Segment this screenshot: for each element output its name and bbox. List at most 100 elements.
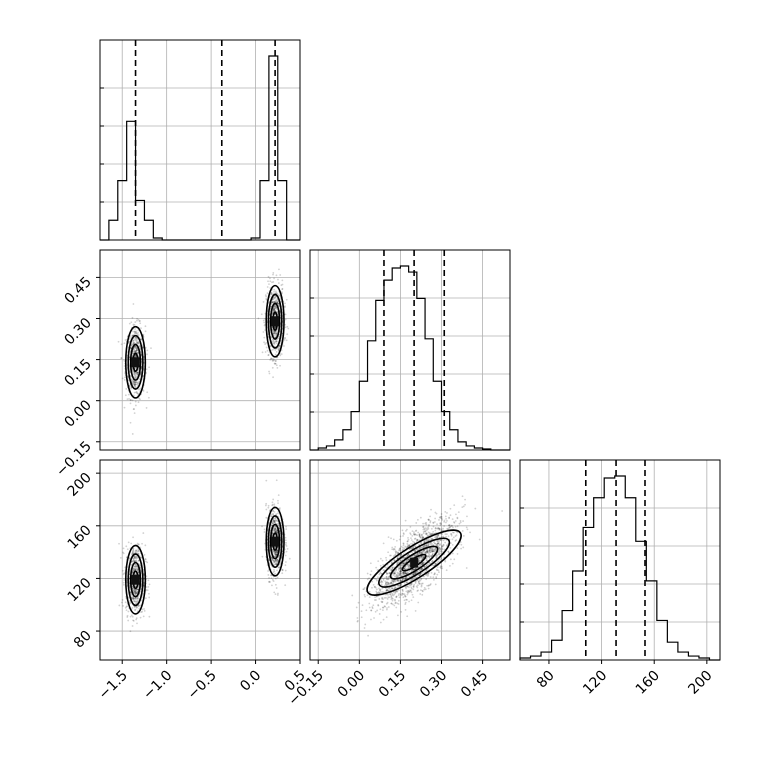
density-contour — [269, 523, 281, 560]
sample-point — [414, 530, 417, 532]
sample-point — [131, 596, 134, 599]
sample-point — [434, 583, 437, 586]
sample-point — [133, 408, 135, 410]
sample-point — [285, 541, 288, 544]
sample-point — [144, 330, 147, 333]
sample-point — [136, 597, 139, 600]
sample-point — [275, 307, 278, 309]
sample-point — [141, 542, 143, 545]
sample-point — [139, 387, 142, 390]
sample-point — [426, 550, 429, 553]
sample-point — [132, 323, 135, 326]
sample-point — [272, 273, 274, 276]
sample-point — [412, 569, 415, 571]
sample-point — [373, 599, 376, 601]
sample-point — [273, 521, 276, 524]
sample-point — [422, 526, 425, 529]
sample-point — [130, 593, 133, 596]
sample-point — [422, 525, 425, 528]
sample-point — [392, 574, 395, 576]
sample-point — [273, 529, 276, 532]
sample-point — [284, 569, 287, 572]
sample-point — [397, 603, 400, 605]
sample-point — [127, 610, 130, 613]
sample-point — [441, 567, 444, 570]
sample-point — [133, 412, 136, 415]
sample-point — [436, 573, 439, 576]
sample-point — [413, 541, 416, 544]
sample-point — [277, 522, 280, 525]
sample-point — [437, 534, 439, 536]
sample-point — [436, 544, 439, 547]
sample-point — [415, 529, 418, 532]
sample-point — [386, 584, 389, 587]
sample-point — [456, 547, 459, 549]
sample-point — [429, 520, 432, 522]
sample-point — [274, 553, 277, 555]
sample-point — [137, 342, 139, 345]
sample-point — [274, 519, 276, 522]
panel-frame — [99, 249, 301, 451]
sample-point — [134, 355, 137, 357]
sample-point — [422, 536, 425, 539]
sample-point — [389, 582, 392, 585]
sample-point — [276, 559, 279, 562]
sample-point — [438, 528, 441, 531]
sample-point — [429, 551, 432, 554]
sample-point — [135, 391, 137, 394]
sample-point — [270, 292, 273, 295]
sample-point — [399, 580, 402, 582]
sample-point — [136, 349, 139, 352]
sample-point — [426, 534, 429, 537]
sample-point — [436, 542, 439, 545]
sample-point — [427, 572, 430, 575]
sample-point — [381, 609, 384, 612]
sample-point — [274, 559, 277, 562]
sample-point — [133, 593, 136, 595]
sample-point — [273, 517, 276, 520]
sample-point — [424, 527, 427, 530]
sample-point — [403, 562, 406, 565]
sample-point — [465, 526, 468, 529]
sample-point — [409, 579, 412, 582]
sample-point — [275, 350, 278, 353]
sample-point — [134, 592, 137, 595]
sample-point — [413, 549, 416, 552]
sample-point — [133, 373, 136, 376]
sample-point — [274, 553, 277, 556]
sample-point — [418, 547, 421, 550]
sample-point — [134, 350, 136, 353]
sample-point — [125, 388, 128, 390]
sample-point — [274, 341, 277, 343]
x-tick-label: 0.15 — [376, 668, 409, 701]
sample-point — [134, 565, 137, 568]
sample-point — [131, 553, 133, 556]
sample-point — [139, 319, 141, 322]
sample-point — [134, 349, 137, 352]
sample-point — [420, 557, 423, 560]
sample-point — [452, 536, 455, 539]
sample-point — [274, 552, 276, 554]
sample-point — [399, 570, 402, 573]
sample-point — [442, 527, 444, 530]
sample-point — [461, 530, 464, 532]
sample-point — [127, 596, 130, 599]
sample-point — [134, 376, 137, 379]
x-tick-label: −1.0 — [140, 668, 175, 703]
sample-point — [404, 603, 407, 605]
sample-point — [428, 539, 431, 541]
sample-point — [412, 573, 414, 576]
sample-point — [435, 512, 438, 515]
sample-point — [436, 554, 439, 557]
sample-point — [268, 576, 270, 579]
sample-point — [385, 584, 388, 586]
sample-point — [447, 550, 450, 553]
sample-point — [276, 301, 279, 304]
sample-point — [440, 557, 443, 560]
sample-point — [393, 572, 396, 574]
sample-point — [268, 580, 271, 583]
sample-point — [387, 582, 390, 584]
sample-point — [127, 541, 130, 544]
sample-point — [134, 328, 137, 330]
sample-point — [132, 599, 135, 601]
